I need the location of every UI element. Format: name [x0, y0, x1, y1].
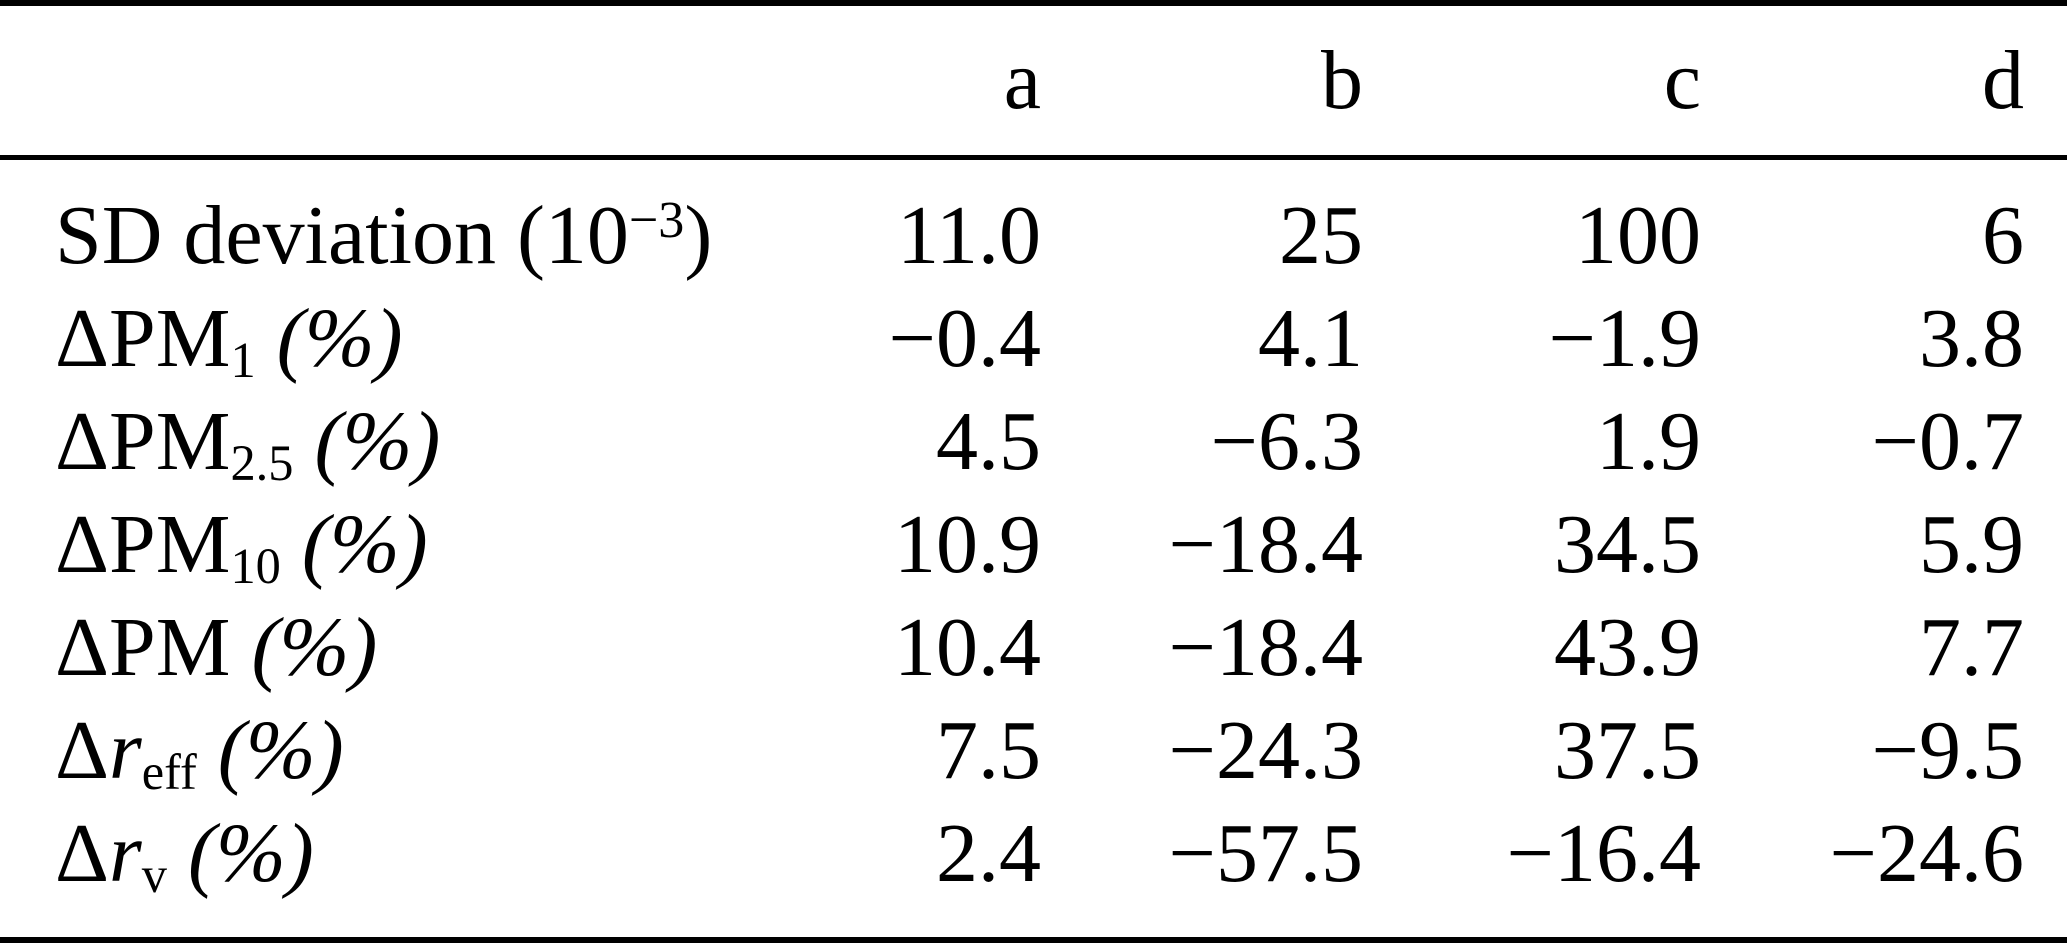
row-label-unit: (%): [293, 395, 441, 488]
header-row: a b c d: [0, 3, 2067, 160]
cell-b: 25: [1279, 189, 1363, 282]
cell-b: −6.3: [1210, 395, 1363, 488]
row-label-subscript: 2.5: [230, 435, 294, 492]
row-label: ΔPM (%): [0, 596, 740, 699]
cell-b: −18.4: [1168, 601, 1363, 694]
row-label-italic: r: [109, 807, 142, 900]
row-label-unit: (%): [230, 601, 378, 694]
cell-b: −57.5: [1168, 807, 1363, 900]
row-label-unit: (%): [280, 498, 428, 591]
cell-c: −1.9: [1548, 292, 1701, 385]
row-label: ΔPM2.5 (%): [0, 390, 740, 493]
header-col-d: d: [1702, 3, 2067, 160]
row-label-unit: (%): [255, 292, 403, 385]
row-label-unit: (%): [166, 807, 314, 900]
row-label: SD deviation (10−3): [0, 158, 740, 288]
table-row-r-eff: Δreff (%) 7.5 −24.3 37.5 −9.5: [0, 699, 2067, 802]
row-label-pre: ΔPM: [55, 395, 231, 488]
cell-a: 10.4: [894, 601, 1041, 694]
cell-c: 1.9: [1596, 395, 1701, 488]
cell-c: 37.5: [1554, 704, 1701, 797]
row-label-unit: (%): [196, 704, 344, 797]
cell-d: 6: [1982, 189, 2024, 282]
row-label: ΔPM10 (%): [0, 493, 740, 596]
header-col-c: c: [1364, 3, 1702, 160]
cell-d: 3.8: [1919, 292, 2024, 385]
cell-d: 5.9: [1919, 498, 2024, 591]
table-row-pm2-5: ΔPM2.5 (%) 4.5 −6.3 1.9 −0.7: [0, 390, 2067, 493]
cell-d: 7.7: [1919, 601, 2024, 694]
row-label-subscript: 1: [230, 332, 256, 389]
row-label: Δreff (%): [0, 699, 740, 802]
cell-c: 100: [1575, 189, 1701, 282]
cell-c: 43.9: [1554, 601, 1701, 694]
row-label-pre: Δ: [55, 704, 110, 797]
row-label-pre: Δ: [55, 807, 110, 900]
row-label-subscript: eff: [141, 744, 197, 801]
cell-a: 11.0: [897, 189, 1041, 282]
row-label: Δrv (%): [0, 802, 740, 940]
header-col-a: a: [740, 3, 1042, 160]
cell-b: 4.1: [1258, 292, 1363, 385]
cell-a: −0.4: [888, 292, 1041, 385]
cell-c: 34.5: [1554, 498, 1701, 591]
cell-c: −16.4: [1506, 807, 1701, 900]
table-row-sd-deviation: SD deviation (10−3) 11.0 25 100 6: [0, 158, 2067, 288]
row-label-post: ): [684, 189, 713, 282]
row-label-superscript: −3: [628, 191, 685, 249]
cell-b: −18.4: [1168, 498, 1363, 591]
table-row-pm: ΔPM (%) 10.4 −18.4 43.9 7.7: [0, 596, 2067, 699]
header-empty-cell: [0, 3, 740, 160]
table-row-r-v: Δrv (%) 2.4 −57.5 −16.4 −24.6: [0, 802, 2067, 940]
cell-a: 4.5: [936, 395, 1041, 488]
row-label-pre: ΔPM: [55, 498, 231, 591]
row-label-italic: r: [109, 704, 142, 797]
row-label-subscript: 10: [230, 538, 281, 595]
cell-a: 2.4: [936, 807, 1041, 900]
cell-d: −24.6: [1829, 807, 2024, 900]
row-label-pre: ΔPM: [55, 292, 231, 385]
table-row-pm1: ΔPM1 (%) −0.4 4.1 −1.9 3.8: [0, 287, 2067, 390]
row-label-pre: SD deviation (10: [55, 189, 629, 282]
row-label: ΔPM1 (%): [0, 287, 740, 390]
cell-d: −0.7: [1871, 395, 2024, 488]
header-col-b: b: [1042, 3, 1364, 160]
cell-b: −24.3: [1168, 704, 1363, 797]
row-label-pre: ΔPM: [55, 601, 231, 694]
cell-a: 7.5: [936, 704, 1041, 797]
table-row-pm10: ΔPM10 (%) 10.9 −18.4 34.5 5.9: [0, 493, 2067, 596]
cell-d: −9.5: [1871, 704, 2024, 797]
row-label-subscript: v: [141, 847, 167, 904]
cell-a: 10.9: [894, 498, 1041, 591]
